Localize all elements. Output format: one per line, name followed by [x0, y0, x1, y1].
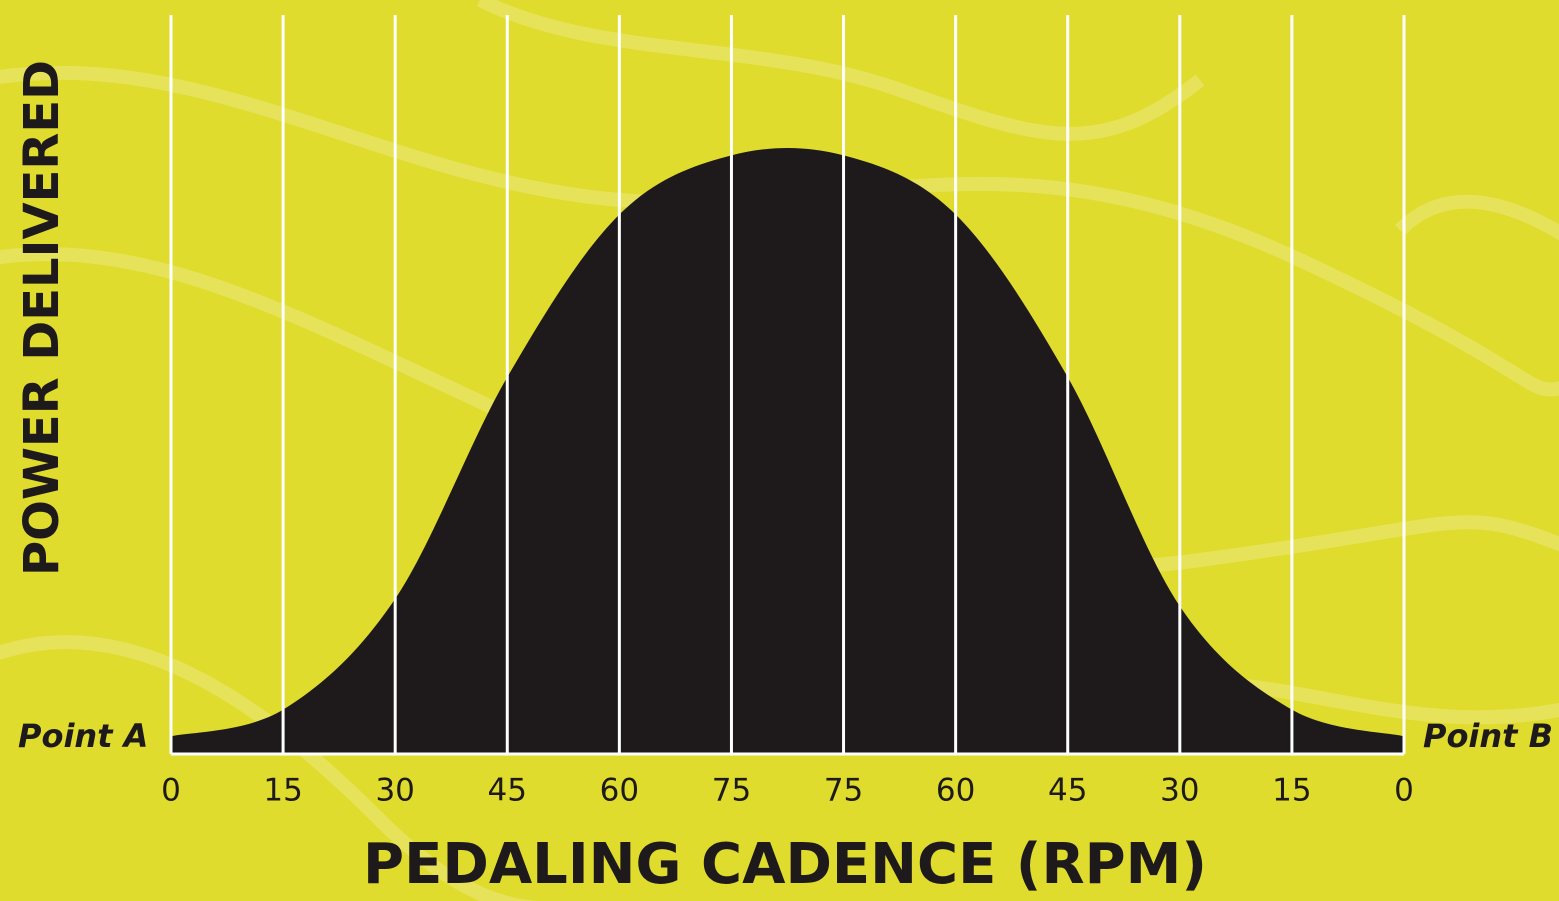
- x-axis-title: PEDALING CADENCE (RPM): [363, 832, 1207, 897]
- x-tick-label: 75: [712, 773, 751, 809]
- x-tick-label: 15: [263, 773, 302, 809]
- x-tick-label: 30: [375, 773, 414, 809]
- chart: POWER DELIVERED PEDALING CADENCE (RPM) 0…: [0, 0, 1559, 901]
- annotation: Point A: [18, 717, 148, 755]
- x-tick-label: 30: [1160, 773, 1199, 809]
- x-tick-label: 45: [1048, 773, 1087, 809]
- x-tick-label: 0: [161, 773, 181, 809]
- x-tick-label: 60: [600, 773, 639, 809]
- x-tick-label: 15: [1272, 773, 1311, 809]
- x-tick-label: 75: [824, 773, 863, 809]
- annotation: Point B: [1423, 717, 1553, 755]
- x-tick-label: 0: [1394, 773, 1414, 809]
- y-axis-title: POWER DELIVERED: [14, 60, 70, 576]
- x-tick-label: 60: [936, 773, 975, 809]
- x-tick-label: 45: [488, 773, 527, 809]
